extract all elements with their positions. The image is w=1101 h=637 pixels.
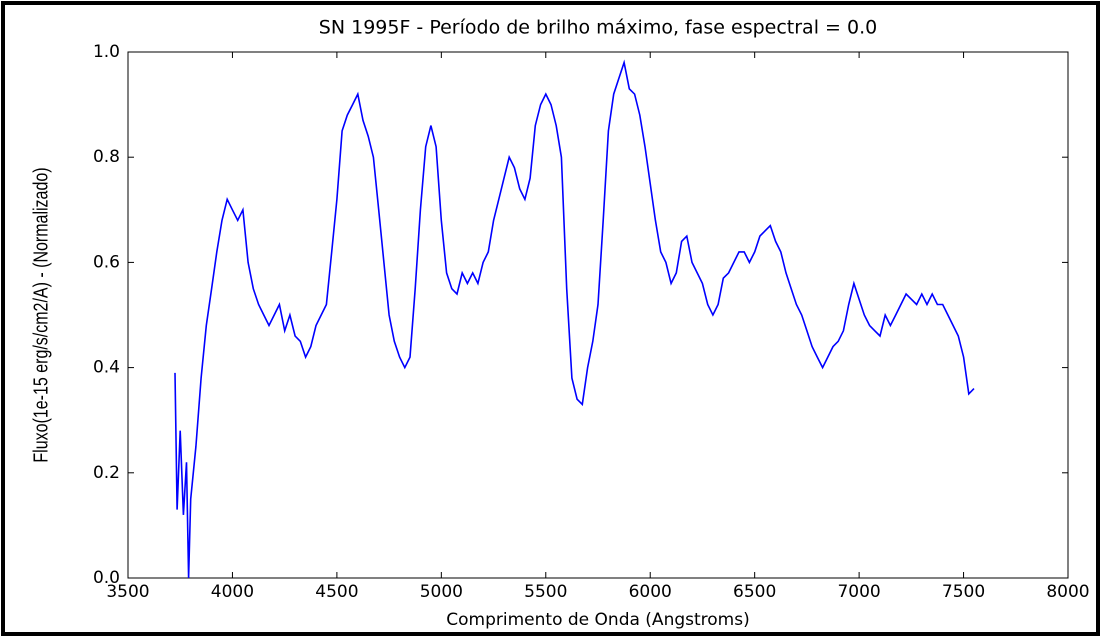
x-axis-label: Comprimento de Onda (Angstroms)	[446, 610, 749, 630]
x-tick-label: 6500	[733, 582, 776, 602]
x-tick-label: 7500	[942, 582, 985, 602]
x-tick-label: 5000	[420, 582, 463, 602]
x-tick-label: 5500	[524, 582, 567, 602]
y-tick-label: 0.2	[93, 463, 120, 483]
y-tick-label: 0.4	[93, 358, 120, 378]
y-tick-label: 1.0	[93, 42, 120, 62]
y-axis-label: Fluxo(1e-15 erg/s/cm2/A) - (Normalizado)	[30, 167, 52, 462]
x-tick-label: 4500	[315, 582, 358, 602]
x-tick-label: 3500	[106, 582, 149, 602]
x-tick-label: 4000	[211, 582, 254, 602]
chart-title: SN 1995F - Período de brilho máximo, fas…	[319, 17, 877, 39]
x-tick-label: 6000	[629, 582, 672, 602]
plot-area	[127, 51, 1069, 579]
x-tick-label: 8000	[1046, 582, 1089, 602]
y-tick-label: 0.8	[93, 147, 120, 167]
y-tick-label: 0.6	[93, 252, 120, 272]
spectrum-line	[174, 59, 975, 579]
y-tick-label: 0.0	[93, 568, 120, 588]
x-tick-label: 7000	[837, 582, 880, 602]
